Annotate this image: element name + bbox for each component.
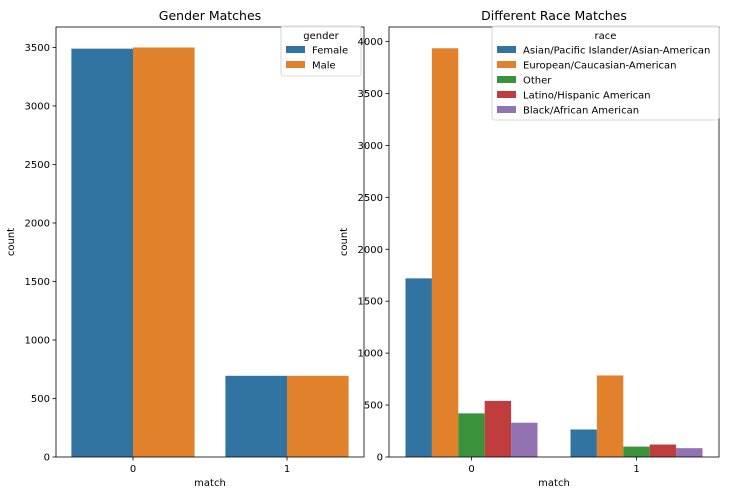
legend-title: race	[595, 31, 617, 42]
legend-label: Male	[312, 61, 336, 72]
chart-title: Gender Matches	[159, 8, 261, 23]
bar-female-match-1	[225, 375, 287, 457]
legend-swatch	[497, 76, 516, 83]
bar-other-match-1	[623, 446, 650, 457]
legend-label: European/Caucasian-American	[523, 61, 677, 72]
legend-label: Latino/Hispanic American	[523, 91, 651, 102]
y-tick-label: 3500	[358, 89, 383, 100]
bar-male-match-0	[133, 47, 195, 457]
x-tick-label: 0	[130, 464, 136, 475]
x-axis-label: match	[194, 478, 226, 489]
y-axis-label: count	[339, 228, 350, 256]
y-tick-label: 1000	[25, 335, 50, 346]
y-tick-label: 3500	[25, 43, 50, 54]
chart-panel-2: 0 500 1000 1500 2000 2500 3000 3500 4000 0 1 Differ…	[339, 8, 720, 489]
bar-other-match-0	[458, 413, 485, 457]
y-tick-label: 1500	[25, 277, 50, 288]
chart-panel-1: 0 500 1000 1500 2000 2500 3000 3500 0 1 Gender Mat…	[6, 8, 365, 489]
legend: race Asian/Pacific Islander/Asian-America…	[491, 25, 720, 121]
bar-european-caucasian-american-match-0	[431, 48, 459, 457]
x-tick-label: 1	[284, 464, 290, 475]
y-tick-label: 2500	[358, 193, 383, 204]
y-axis-label: count	[6, 228, 17, 256]
y-tick-label: 2000	[358, 245, 383, 256]
x-axis-label: match	[538, 478, 570, 489]
legend-box	[491, 25, 720, 121]
legend-swatch	[497, 46, 516, 53]
axes-frame	[55, 26, 365, 458]
y-tick-label: 3000	[25, 101, 50, 112]
y-tick-label: 1000	[358, 349, 383, 360]
bar-asian-pacific-islander-asian-american-match-1	[570, 429, 597, 457]
bar-female-match-0	[71, 48, 133, 458]
legend-swatch	[286, 61, 305, 68]
bar-black-african-american-match-1	[676, 448, 703, 457]
legend: gender Female Male	[280, 25, 362, 77]
y-tick-label: 500	[364, 401, 383, 412]
x-tick-label: 0	[468, 464, 474, 475]
legend-swatch	[497, 106, 516, 113]
y-tick-label: 3000	[358, 141, 383, 152]
y-tick-label: 0	[377, 453, 383, 464]
legend-title: gender	[303, 31, 339, 42]
y-tick-label: 500	[31, 394, 50, 405]
y-tick-label: 2500	[25, 160, 50, 171]
y-tick-label: 1500	[358, 297, 383, 308]
legend-label: Other	[523, 76, 552, 87]
legend-swatch	[286, 46, 305, 53]
legend-label: Asian/Pacific Islander/Asian-American	[523, 46, 710, 57]
bar-latino-hispanic-american-match-1	[649, 444, 677, 457]
legend-label: Black/African American	[523, 106, 639, 117]
y-tick-label: 2000	[25, 218, 50, 229]
bar-european-caucasian-american-match-1	[596, 375, 624, 457]
bar-male-match-1	[287, 375, 349, 457]
bar-asian-pacific-islander-asian-american-match-0	[405, 278, 432, 457]
legend-swatch	[497, 61, 516, 68]
legend-label: Female	[312, 46, 348, 57]
bar-latino-hispanic-american-match-0	[484, 400, 512, 457]
y-tick-label: 4000	[358, 37, 383, 48]
bar-black-african-american-match-0	[511, 422, 538, 457]
x-tick-label: 1	[633, 464, 639, 475]
chart-title: Different Race Matches	[481, 8, 627, 23]
y-tick-label: 0	[44, 453, 50, 464]
legend-swatch	[497, 91, 516, 98]
